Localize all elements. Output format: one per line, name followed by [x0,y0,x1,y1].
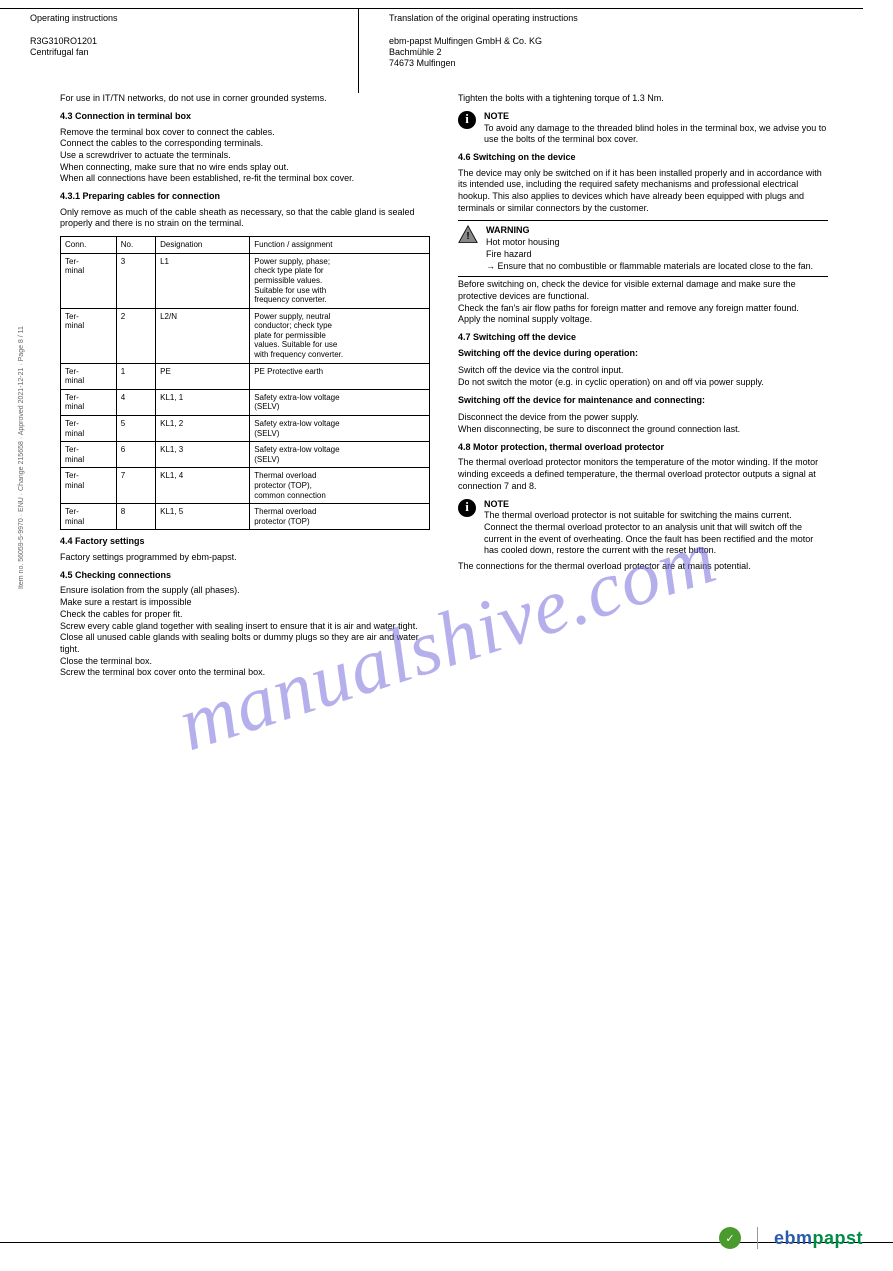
heading-4-3-1: 4.3.1 Preparing cables for connection [60,191,430,203]
body-4-4: Factory settings programmed by ebm-papst… [60,552,430,564]
heading-4-8: 4.8 Motor protection, thermal overload p… [458,442,828,454]
table-row: Ter- minal8KL1, 5Thermal overload protec… [61,504,430,530]
body-4-6-list: Before switching on, check the device fo… [458,279,828,326]
tighten-text: Tighten the bolts with a tightening torq… [458,93,828,105]
header-right: Translation of the original operating in… [358,9,893,93]
th-conn: Conn. [61,237,117,254]
table-row: Ter- minal4KL1, 1Safety extra-low voltag… [61,389,430,415]
note-block-2: i NOTE The thermal overload protector is… [458,499,828,557]
right-column: Tighten the bolts with a tightening torq… [458,93,828,685]
warning-block: ! WARNING Hot motor housing Fire hazard … [458,225,828,272]
table-row: Ter- minal3L1Power supply, phase; check … [61,253,430,308]
body-4-3-1: Only remove as much of the cable sheath … [60,207,430,230]
body-4-7-2: Disconnect the device from the power sup… [458,412,828,435]
th-desig: Designation [156,237,250,254]
warning-body: Hot motor housing Fire hazard → Ensure t… [486,237,828,272]
rule [458,276,828,277]
table-row: Ter- minal7KL1, 4Thermal overload protec… [61,468,430,504]
intro-text: For use in IT/TN networks, do not use in… [60,93,430,105]
note-title: NOTE [484,111,828,123]
body-4-5: Ensure isolation from the supply (all ph… [60,585,430,679]
heading-4-6: 4.6 Switching on the device [458,152,828,164]
connection-table: Conn. No. Designation Function / assignm… [60,236,430,530]
th-no: No. [116,237,155,254]
note-block-1: i NOTE To avoid any damage to the thread… [458,111,828,146]
note-body: To avoid any damage to the threaded blin… [484,123,828,146]
body-4-3: Remove the terminal box cover to connect… [60,127,430,185]
body-4-6: The device may only be switched on if it… [458,168,828,215]
heading-4-5: 4.5 Checking connections [60,570,430,582]
warning-title: WARNING [486,225,828,237]
info-icon: i [458,499,476,517]
note-extra: The connections for the thermal overload… [458,561,828,573]
table-row: Ter- minal2L2/NPower supply, neutral con… [61,308,430,363]
table-row: Ter- minal1PEPE Protective earth [61,363,430,389]
th-func: Function / assignment [250,237,430,254]
header-left: Operating instructions R3G310RO1201 Cent… [0,9,358,93]
note-body: The thermal overload protector is not su… [484,510,828,557]
info-icon: i [458,111,476,129]
table-row: Ter- minal5KL1, 2Safety extra-low voltag… [61,416,430,442]
warning-icon: ! [458,225,478,243]
note-title: NOTE [484,499,828,511]
heading-4-7: 4.7 Switching off the device [458,332,828,344]
green-badge-icon: ✓ [719,1227,741,1249]
doc-id: Item no. 56059-5-9970 · ENU · Change 215… [18,326,25,589]
body-4-7-1: Switch off the device via the control in… [458,365,828,388]
sub-4-7-1: Switching off the device during operatio… [458,348,828,360]
brand-logo: ebmpapst [774,1228,863,1249]
heading-4-4: 4.4 Factory settings [60,536,430,548]
footer: ✓ ebmpapst [719,1227,863,1249]
body-4-8: The thermal overload protector monitors … [458,457,828,492]
table-row: Ter- minal6KL1, 3Safety extra-low voltag… [61,442,430,468]
brand-part-1: ebm [774,1228,813,1248]
rule [458,220,828,221]
heading-4-3: 4.3 Connection in terminal box [60,111,430,123]
footer-divider [757,1227,758,1249]
brand-part-2: papst [812,1228,863,1248]
left-column: For use in IT/TN networks, do not use in… [60,93,430,685]
sub-4-7-2: Switching off the device for maintenance… [458,395,828,407]
svg-text:!: ! [466,232,469,243]
doc-header: Operating instructions R3G310RO1201 Cent… [0,9,893,93]
